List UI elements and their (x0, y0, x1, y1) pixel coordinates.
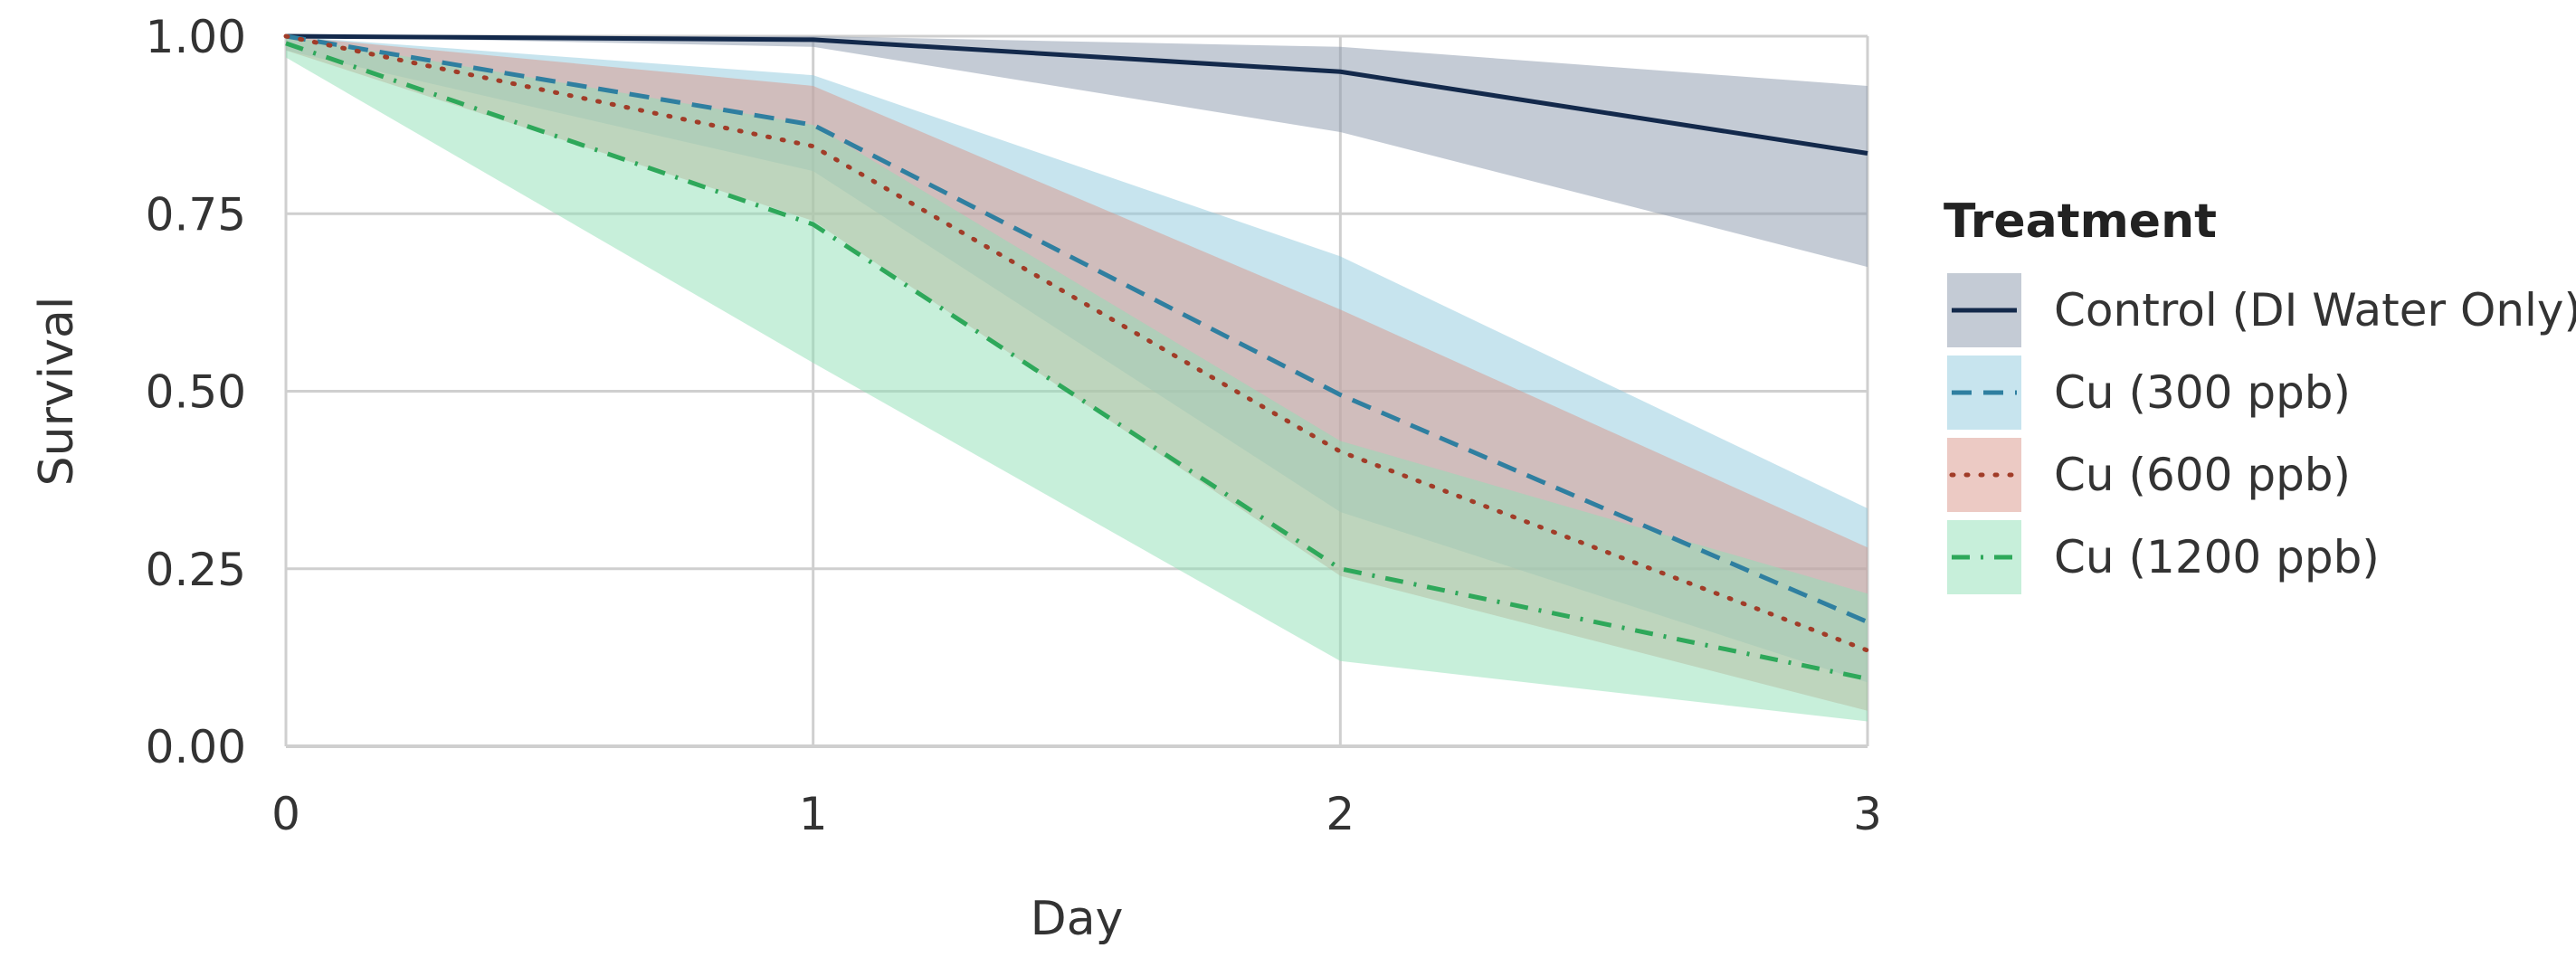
legend-items: Control (DI Water Only) Cu (300 ppb) Cu (6… (1947, 273, 2576, 594)
series-line (283, 33, 1870, 653)
confidence-band (286, 36, 1868, 722)
series-line (285, 41, 1868, 681)
y-tick-label: 0.00 (146, 721, 246, 773)
x-tick-label: 3 (1853, 788, 1882, 840)
confidence-bands (286, 36, 1868, 722)
x-tick-label: 1 (799, 788, 828, 840)
y-tick-label: 1.00 (146, 11, 246, 63)
series-line (285, 33, 1868, 624)
legend-title: Treatment (1944, 194, 2217, 249)
series-line (285, 33, 1868, 156)
legend-label: Cu (600 ppb) (2054, 449, 2351, 501)
x-tick-label: 2 (1326, 788, 1355, 840)
x-axis-title: Day (1031, 892, 1124, 946)
y-tick-labels: 0.00 0.25 0.50 0.75 1.00 (146, 11, 246, 773)
x-tick-label: 0 (271, 788, 300, 840)
y-tick-label: 0.50 (146, 366, 246, 419)
x-tick-labels: 0 1 2 3 (271, 788, 1882, 840)
legend-label: Control (DI Water Only) (2054, 284, 2576, 337)
legend: Treatment Control (DI Water Only) Cu (300… (1944, 194, 2576, 594)
y-tick-label: 0.75 (146, 188, 246, 241)
y-axis-title: Survival (30, 297, 84, 487)
legend-label: Cu (300 ppb) (2054, 366, 2351, 419)
y-tick-label: 0.25 (146, 544, 246, 596)
legend-label: Cu (1200 ppb) (2054, 531, 2380, 583)
series-lines (283, 33, 1870, 681)
